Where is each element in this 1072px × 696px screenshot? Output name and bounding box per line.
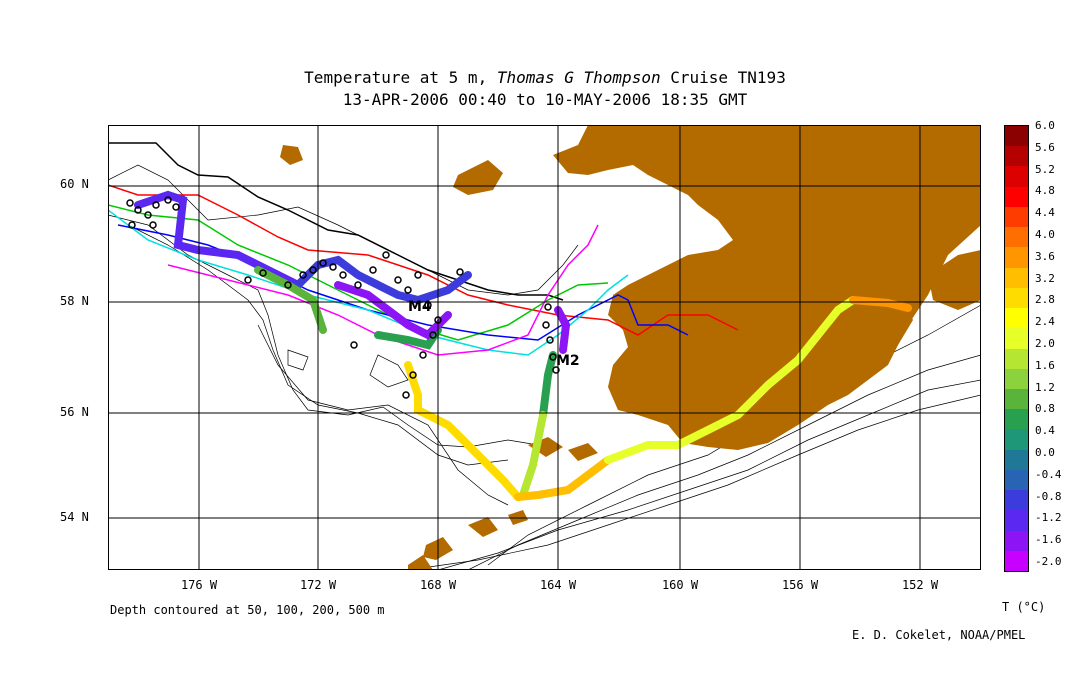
colorbar-band [1005, 490, 1028, 511]
colorbar-tick-label: 5.2 [1035, 162, 1055, 176]
colorbar-tick-label: 2.4 [1035, 315, 1055, 329]
depth-contours [108, 164, 981, 570]
chart-subtitle: 13-APR-2006 00:40 to 10-MAY-2006 18:35 G… [342, 90, 748, 109]
colorbar-band [1005, 146, 1028, 167]
colorbar-band [1005, 247, 1028, 269]
colorbar-tick-label: 3.2 [1035, 271, 1055, 285]
colorbar-band [1005, 550, 1028, 572]
depth-note: Depth contoured at 50, 100, 200, 500 m [110, 603, 385, 617]
colorbar [1004, 125, 1029, 572]
lat-label-60: 60 N [60, 177, 89, 191]
colorbar-band [1005, 166, 1028, 188]
colorbar-tick-label: 0.0 [1035, 446, 1055, 459]
colorbar-band [1005, 469, 1028, 491]
lat-label-56: 56 N [60, 405, 89, 419]
colorbar-tick-label: 4.4 [1035, 206, 1055, 220]
lon-label-164: 164 W [539, 578, 577, 592]
colorbar-tick-label: 4.0 [1035, 228, 1055, 241]
colorbar-tick-label: 3.6 [1035, 249, 1055, 263]
graticule [108, 125, 981, 570]
colorbar-tick-label: 6.0 [1035, 119, 1055, 132]
colorbar-tick-label: 5.6 [1035, 140, 1055, 154]
station-label-m2: M2 [556, 353, 580, 369]
lat-label-54: 54 N [60, 510, 89, 524]
colorbar-tick-label: -0.4 [1035, 467, 1062, 481]
colorbar-band [1005, 328, 1028, 349]
unit-label: T (°C) [1002, 600, 1046, 614]
colorbar-tick-label: -2.0 [1035, 555, 1062, 568]
colorbar-tick-label: 1.2 [1035, 380, 1055, 394]
colorbar-band [1005, 409, 1028, 430]
colorbar-tick-label: 2.0 [1035, 337, 1055, 350]
colorbar-band [1005, 388, 1028, 410]
lon-label-160: 160 W [661, 578, 699, 592]
colorbar-band [1005, 287, 1028, 309]
lon-label-176: 176 W [180, 578, 218, 592]
colorbar-band [1005, 308, 1028, 329]
colorbar-tick-label: -1.6 [1035, 533, 1062, 547]
lon-label-152: 152 W [901, 578, 939, 592]
map-panel: M4 M2 [108, 125, 981, 570]
lat-label-58: 58 N [60, 294, 89, 308]
colorbar-tick-label: 0.8 [1035, 402, 1055, 416]
credit: E. D. Cokelet, NOAA/PMEL [852, 628, 1026, 642]
station-markers [126, 196, 560, 399]
colorbar-band [1005, 348, 1028, 370]
colorbar-band [1005, 206, 1028, 228]
ship-tracks [108, 142, 739, 356]
colorbar-band [1005, 429, 1028, 451]
colorbar-tick-label: -1.2 [1035, 511, 1062, 525]
station-label-m4: M4 [408, 299, 432, 315]
chart-title: Temperature at 5 m, Thomas G Thompson Cr… [304, 68, 786, 87]
colorbar-band [1005, 530, 1028, 552]
colorbar-band [1005, 227, 1028, 248]
colorbar-tick-label: 1.6 [1035, 358, 1055, 372]
colorbar-tick-label: -0.8 [1035, 489, 1062, 503]
colorbar-band [1005, 510, 1028, 532]
colorbar-tick-label: 2.8 [1035, 293, 1055, 307]
colorbar-band [1005, 126, 1028, 147]
colorbar-tick-label: 0.4 [1035, 424, 1055, 438]
ship-name: Thomas G Thompson [496, 68, 661, 87]
colorbar-band [1005, 267, 1028, 289]
lon-label-168: 168 W [419, 578, 457, 592]
colorbar-band [1005, 449, 1028, 471]
colorbar-tick-label: 4.8 [1035, 184, 1055, 198]
lon-label-172: 172 W [299, 578, 337, 592]
lon-label-156: 156 W [781, 578, 819, 592]
colorbar-band [1005, 186, 1028, 208]
colorbar-band [1005, 368, 1028, 390]
